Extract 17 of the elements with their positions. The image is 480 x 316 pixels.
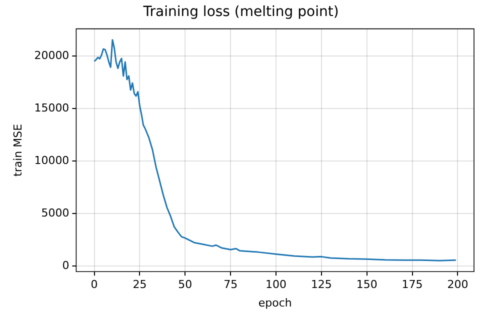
x-tick-label: 100 <box>266 278 287 292</box>
y-tick-label: 20000 <box>34 48 70 62</box>
x-tick-label: 50 <box>178 278 192 292</box>
y-tick-label: 10000 <box>34 154 70 167</box>
chart-title: Training loss (melting point) <box>142 4 339 20</box>
x-axis-title: epoch <box>258 296 292 310</box>
x-tick-label: 150 <box>356 278 378 292</box>
y-tick-label: 15000 <box>34 101 70 114</box>
x-tick-label: 125 <box>310 278 332 292</box>
x-tick-label: 200 <box>447 278 468 292</box>
y-tick-label: 0 <box>62 258 70 272</box>
y-axis-title: train MSE <box>11 124 24 176</box>
y-tick-label: 5000 <box>41 206 70 220</box>
x-tick-label: 0 <box>90 278 98 292</box>
x-tick-label: 75 <box>224 278 238 292</box>
x-tick-label: 25 <box>132 278 147 292</box>
x-tick-label: 175 <box>402 278 423 292</box>
